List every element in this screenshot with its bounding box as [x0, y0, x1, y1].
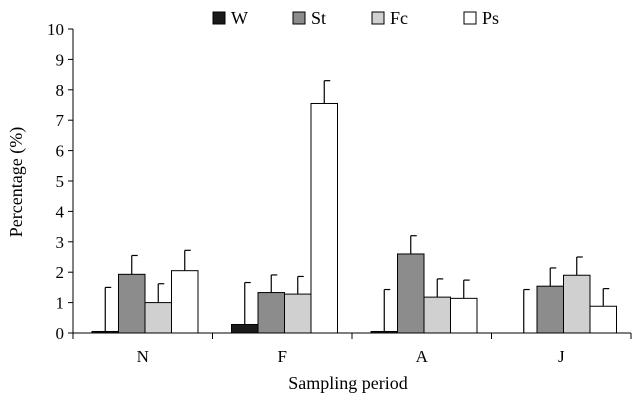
bar-fc — [144, 302, 172, 334]
y-tick-label: 7 — [56, 111, 65, 130]
y-tick-label: 4 — [56, 202, 65, 221]
y-tick-label: 8 — [56, 81, 65, 100]
x-tick-label: F — [278, 347, 287, 366]
bar-ps — [589, 305, 617, 334]
bar-w — [370, 330, 398, 334]
y-tick-label: 1 — [56, 294, 65, 313]
legend-swatch-ps — [463, 11, 477, 25]
y-tick-label: 6 — [56, 142, 65, 161]
x-axis-title: Sampling period — [288, 373, 408, 393]
legend-label-st: St — [311, 8, 326, 28]
bar-st — [257, 292, 285, 334]
bar-w — [231, 323, 259, 334]
y-axis-title: Percentage (%) — [6, 127, 27, 237]
bar-ps — [310, 102, 338, 334]
legend: W St Fc Ps — [212, 8, 499, 28]
plot-area — [91, 80, 617, 334]
x-tick-label: A — [416, 347, 429, 366]
y-axis: 0 1 2 3 4 5 6 7 8 9 10 — [47, 20, 74, 343]
y-tick-label: 5 — [56, 172, 65, 191]
y-tick-label: 2 — [56, 263, 65, 282]
legend-label-ps: Ps — [482, 8, 499, 28]
bar-st — [118, 273, 146, 334]
y-tick-label: 0 — [56, 324, 65, 343]
y-tick-label: 9 — [56, 50, 65, 69]
x-tick-label: J — [558, 347, 565, 366]
bar-st — [397, 253, 425, 334]
x-tick-label: N — [137, 347, 149, 366]
legend-swatch-st — [292, 11, 306, 25]
y-tick-label: 10 — [47, 20, 64, 39]
legend-swatch-fc — [371, 11, 385, 25]
bar-fc — [563, 274, 591, 334]
legend-swatch-w — [212, 11, 226, 25]
bar-ps — [171, 270, 199, 334]
bar-st — [536, 285, 564, 334]
y-tick-label: 3 — [56, 233, 65, 252]
bar-w — [91, 330, 119, 334]
legend-label-w: W — [231, 8, 248, 28]
legend-label-fc: Fc — [390, 8, 408, 28]
bar-fc — [284, 293, 312, 334]
bar-fc — [423, 296, 451, 334]
bar-ps — [450, 297, 478, 334]
